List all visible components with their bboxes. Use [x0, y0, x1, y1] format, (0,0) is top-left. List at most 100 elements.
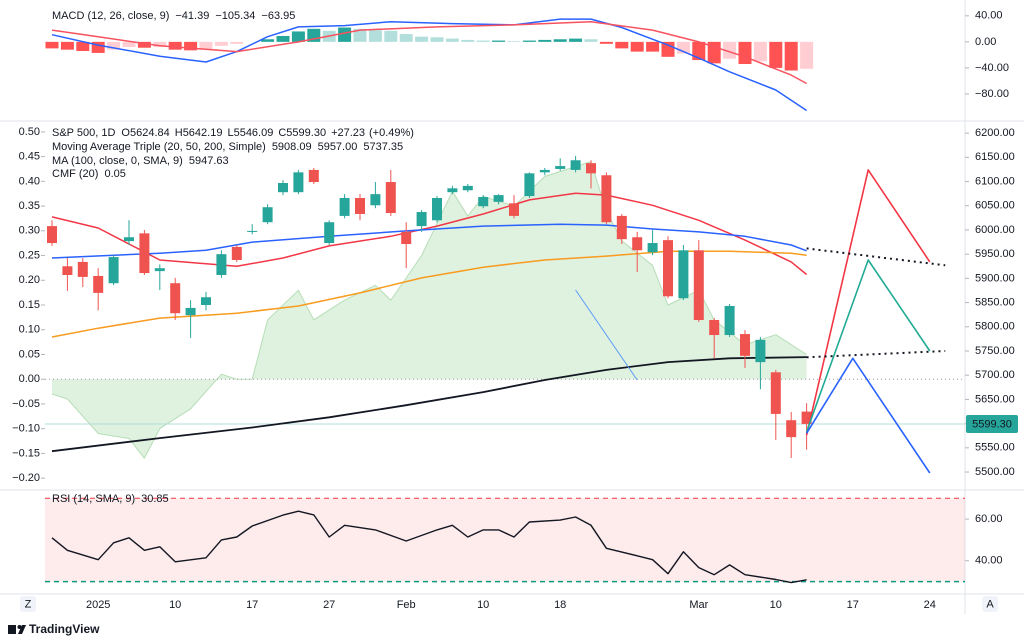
histogram-bar [199, 41, 213, 50]
drawing-line [806, 350, 946, 359]
candle-body [293, 172, 304, 193]
candle-body [632, 237, 643, 251]
logo-shape [18, 625, 26, 634]
histogram-bar [230, 41, 244, 44]
price-tick-label: −80.00 [975, 88, 1009, 100]
histogram-bar [723, 41, 737, 59]
price-tick-label: 60.00 [975, 513, 1003, 525]
cmf-tick-label: −0.15 [12, 447, 40, 459]
histogram-bar [630, 41, 644, 52]
candle-body [308, 169, 319, 183]
candle-body [586, 163, 596, 174]
histogram-bar [522, 40, 536, 42]
candle-body [247, 230, 258, 232]
moving-average [51, 356, 807, 453]
candle-body [170, 283, 181, 314]
x-tick-label: 10 [169, 599, 181, 611]
histogram-bar [261, 39, 275, 42]
histogram-bar [769, 41, 783, 68]
price-tick-label: −40.00 [975, 62, 1009, 74]
candle-body [262, 207, 273, 223]
cmf-tick-label: 0.25 [19, 249, 40, 261]
auto-scale-label[interactable]: A [986, 598, 994, 610]
moving-average [51, 250, 807, 338]
histogram-bar [676, 41, 690, 54]
candle-body [678, 250, 689, 299]
price-tick-label: 5550.00 [975, 442, 1015, 454]
price-tick-label: 5700.00 [975, 369, 1015, 381]
cmf-tick-label: 0.20 [19, 274, 40, 286]
histogram-bar [137, 41, 151, 48]
candle-body [124, 237, 134, 242]
cmf-tick-label: 0.40 [19, 175, 40, 187]
zoom-button-label[interactable]: Z [25, 598, 32, 610]
cmf-tick-label: 0.45 [19, 151, 40, 163]
candle-body [432, 198, 442, 221]
histogram-bar [76, 41, 90, 51]
histogram-bar [492, 40, 506, 42]
x-tick-label: 10 [770, 599, 782, 611]
histogram-bar [538, 39, 552, 42]
candle-body [601, 175, 612, 223]
candle-body [62, 266, 73, 275]
histogram-bar [692, 41, 706, 61]
legend-text: 5642.19 [183, 127, 223, 139]
candle-body [693, 250, 704, 321]
histogram-bar [584, 39, 598, 42]
candle-body [185, 307, 196, 316]
zoom-button[interactable] [20, 596, 36, 612]
histogram-bar [368, 30, 382, 42]
candle-body [647, 243, 658, 253]
logo-shape [17, 625, 22, 629]
histogram-bar [291, 31, 305, 42]
candle-body [339, 198, 350, 216]
cmf-tick-label: 0.50 [19, 126, 40, 138]
last-price-label: 5599.30 [972, 418, 1012, 430]
rsi-band [45, 498, 965, 582]
histogram-bar [553, 39, 567, 42]
legend-text: Moving Average Triple (20, 50, 200, Simp… [52, 141, 266, 153]
legend-text: −41.39 [175, 10, 209, 22]
legend-text: −63.95 [261, 10, 295, 22]
brand-logo [8, 625, 26, 634]
legend-text: MACD (12, 26, close, 9) [52, 10, 169, 22]
histogram-bar [384, 30, 398, 42]
histogram-bar [430, 37, 444, 42]
candle-body [524, 173, 535, 197]
cmf-tick-label: −0.10 [12, 423, 40, 435]
x-tick-label: Feb [397, 599, 416, 611]
price-tick-label: 5800.00 [975, 321, 1015, 333]
candle-body [278, 183, 288, 193]
cmf-tick-label: 0.10 [19, 324, 40, 336]
candle-body [539, 169, 550, 173]
histogram-bar [599, 41, 613, 44]
x-tick-label: 27 [323, 599, 335, 611]
histogram-bar [800, 41, 814, 69]
legend-text: 5908.09 [272, 141, 312, 153]
candle-body [462, 185, 473, 191]
price-tick-label: 5500.00 [975, 466, 1015, 478]
rsi-line [51, 510, 807, 584]
legend-text: 5737.35 [363, 141, 403, 153]
histogram-bar [184, 41, 198, 51]
auto-scale-button[interactable] [982, 596, 998, 612]
price-tick-label: 40.00 [975, 555, 1003, 567]
histogram-bar [153, 41, 167, 48]
cmf-tick-label: −0.05 [12, 398, 40, 410]
macd-line [51, 18, 808, 112]
price-tick-label: 5900.00 [975, 272, 1015, 284]
drawing-line [575, 289, 638, 381]
drawing-line [805, 259, 931, 433]
legend-text: CMF (20) [52, 168, 98, 180]
drawing-line [805, 357, 931, 474]
candle-body [740, 334, 750, 356]
histogram-bar [615, 41, 629, 49]
x-tick-label: 2025 [86, 599, 110, 611]
cmf-tick-label: 0.35 [19, 200, 40, 212]
legend-text: 5599.30 [286, 127, 326, 139]
candle-body [401, 231, 412, 244]
price-tick-label: 5950.00 [975, 248, 1015, 260]
histogram-bar [107, 41, 121, 50]
histogram-bar [168, 41, 182, 50]
candle-body [570, 160, 581, 170]
